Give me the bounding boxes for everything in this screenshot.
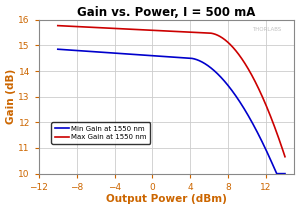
Title: Gain vs. Power, I = 500 mA: Gain vs. Power, I = 500 mA bbox=[77, 5, 256, 18]
Text: THORLABS: THORLABS bbox=[252, 28, 282, 32]
Min Gain at 1550 nm bbox=[201, 61, 204, 64]
Min Gain at 1550 nm bbox=[275, 172, 278, 175]
Line: Max Gain at 1550 nm: Max Gain at 1550 nm bbox=[58, 26, 285, 157]
Max Gain at 1550 nm bbox=[252, 77, 255, 80]
Min Gain at 1550 nm bbox=[283, 172, 287, 175]
Max Gain at 1550 nm bbox=[188, 31, 191, 33]
Min Gain at 1550 nm bbox=[252, 124, 255, 126]
Max Gain at 1550 nm bbox=[56, 24, 60, 27]
Max Gain at 1550 nm bbox=[194, 31, 197, 34]
Line: Min Gain at 1550 nm: Min Gain at 1550 nm bbox=[58, 49, 285, 174]
Min Gain at 1550 nm bbox=[70, 49, 74, 51]
X-axis label: Output Power (dBm): Output Power (dBm) bbox=[106, 194, 227, 205]
Min Gain at 1550 nm bbox=[56, 48, 60, 50]
Y-axis label: Gain (dB): Gain (dB) bbox=[6, 69, 16, 124]
Max Gain at 1550 nm bbox=[283, 155, 287, 158]
Min Gain at 1550 nm bbox=[188, 57, 191, 59]
Max Gain at 1550 nm bbox=[228, 43, 232, 46]
Legend: Min Gain at 1550 nm, Max Gain at 1550 nm: Min Gain at 1550 nm, Max Gain at 1550 nm bbox=[51, 122, 150, 144]
Max Gain at 1550 nm bbox=[70, 25, 74, 28]
Max Gain at 1550 nm bbox=[201, 32, 204, 34]
Min Gain at 1550 nm bbox=[194, 58, 197, 60]
Min Gain at 1550 nm bbox=[228, 87, 232, 89]
